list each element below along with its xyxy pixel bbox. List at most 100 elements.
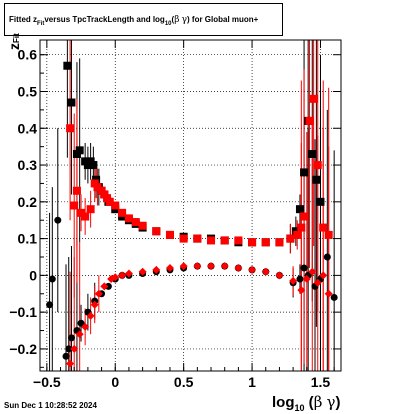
data-point-square <box>124 214 133 223</box>
data-point-square <box>316 197 325 206</box>
data-point-square <box>75 146 84 155</box>
x-axis-label-main: log <box>272 394 295 411</box>
x-axis-label-sub: 10 <box>294 403 305 413</box>
data-point-square <box>93 183 102 192</box>
data-point-square <box>300 212 309 221</box>
y-tick-label: 0.4 <box>18 120 38 136</box>
title-gamma: γ <box>181 14 188 25</box>
y-axis-label: zFit <box>6 33 22 50</box>
data-point-square <box>131 218 140 227</box>
data-point-square <box>193 234 202 243</box>
data-point-square <box>86 205 95 214</box>
data-point-square <box>308 150 317 159</box>
x-axis-label-gamma: γ <box>326 393 336 411</box>
title-paren: ( <box>171 15 175 24</box>
x-axis-label: log10 (β γ) <box>272 393 341 413</box>
data-point-diamond <box>66 359 75 368</box>
x-tick-label: 0 <box>111 374 119 390</box>
data-point-square <box>275 238 284 247</box>
data-point-circle <box>300 264 308 272</box>
y-axis-label-main: z <box>6 43 22 50</box>
data-point-square <box>118 208 127 217</box>
y-axis-label-sub: Fit <box>12 33 21 43</box>
x-tick-label: 0.5 <box>174 374 194 390</box>
title-sub: Fit <box>37 20 45 27</box>
data-point-diamond <box>289 276 298 285</box>
data-point-diamond <box>70 344 79 353</box>
data-point-square <box>63 61 72 70</box>
title-middle: versus TpcTrackLength and log <box>44 15 165 24</box>
plot-frame <box>39 39 342 372</box>
data-point-square <box>324 230 333 239</box>
title-sub2: 10 <box>164 20 172 27</box>
x-tick-label: 1.5 <box>311 374 331 390</box>
data-point-diamond <box>90 300 99 309</box>
data-point-diamond <box>313 278 322 287</box>
data-point-diamond <box>152 265 161 274</box>
data-point-circle <box>296 275 304 283</box>
data-point-diamond <box>118 271 127 280</box>
data-point-diamond <box>86 311 95 320</box>
data-point-diamond <box>308 267 317 276</box>
tick-layer: −0.5 0 0.5 1 1.5 −0.2 −0.1 0 0.1 0.2 0.3 0.4 0.5 0.6 <box>9 40 341 390</box>
data-point-square <box>220 236 229 245</box>
data-point-circle <box>65 345 73 353</box>
x-axis-label-close: ) <box>335 394 341 411</box>
data-point-square <box>70 201 79 210</box>
data-point-diamond <box>220 262 229 271</box>
data-point-square <box>165 230 174 239</box>
data-point-square <box>293 230 302 239</box>
data-point-square <box>313 161 322 170</box>
x-axis-label-beta: β <box>313 393 323 411</box>
data-point-diamond <box>94 289 103 298</box>
data-point-diamond <box>179 262 188 271</box>
title-beta: β <box>174 14 180 25</box>
data-point-square <box>77 208 86 217</box>
data-point-diamond <box>297 286 306 295</box>
data-point-diamond <box>248 265 257 274</box>
data-point-square <box>309 94 318 103</box>
data-point-circle <box>323 253 331 261</box>
data-point-square <box>81 212 90 221</box>
data-point-diamond <box>302 275 311 284</box>
data-point-circle <box>46 301 54 309</box>
data-point-square <box>207 236 216 245</box>
data-point-circle <box>67 334 75 342</box>
data-point-square <box>111 201 120 210</box>
data-point-diamond <box>324 289 333 298</box>
data-point-square <box>72 186 81 195</box>
data-point-square <box>295 205 304 214</box>
data-point-diamond <box>138 267 147 276</box>
title-prefix: Fitted z <box>9 15 37 24</box>
data-point-circle <box>104 282 112 290</box>
data-point-square <box>300 168 309 177</box>
data-point-circle <box>48 275 56 283</box>
data-point-diamond <box>234 264 243 273</box>
data-point-square <box>234 236 243 245</box>
data-point-square <box>67 98 76 107</box>
data-point-diamond <box>275 271 284 280</box>
data-point-square <box>152 227 161 236</box>
data-point-square <box>319 223 328 232</box>
y-tick-label: 0.2 <box>18 194 38 210</box>
data-point-diamond <box>75 330 84 339</box>
data-point-diamond <box>207 262 216 271</box>
data-point-square <box>286 234 295 243</box>
y-tick-label: −0.2 <box>9 341 37 357</box>
data-point-diamond <box>165 264 174 273</box>
data-point-diamond <box>261 267 270 276</box>
data-point-square <box>138 221 147 230</box>
data-point-circle <box>77 319 85 327</box>
data-point-square <box>305 116 314 125</box>
data-point-diamond <box>111 273 120 282</box>
data-point-circle <box>330 293 338 301</box>
chart-title-box: Fitted z Fit versus TpcTrackLength and lo… <box>4 3 283 36</box>
y-tick-label: 0.1 <box>18 231 38 247</box>
x-tick-label: −0.5 <box>33 374 61 390</box>
title-suffix: ) for Global muon+ <box>187 15 259 24</box>
data-point-diamond <box>124 269 133 278</box>
data-point-circle <box>54 216 62 224</box>
data-point-diamond <box>100 282 109 291</box>
y-tick-label: −0.1 <box>9 304 37 320</box>
